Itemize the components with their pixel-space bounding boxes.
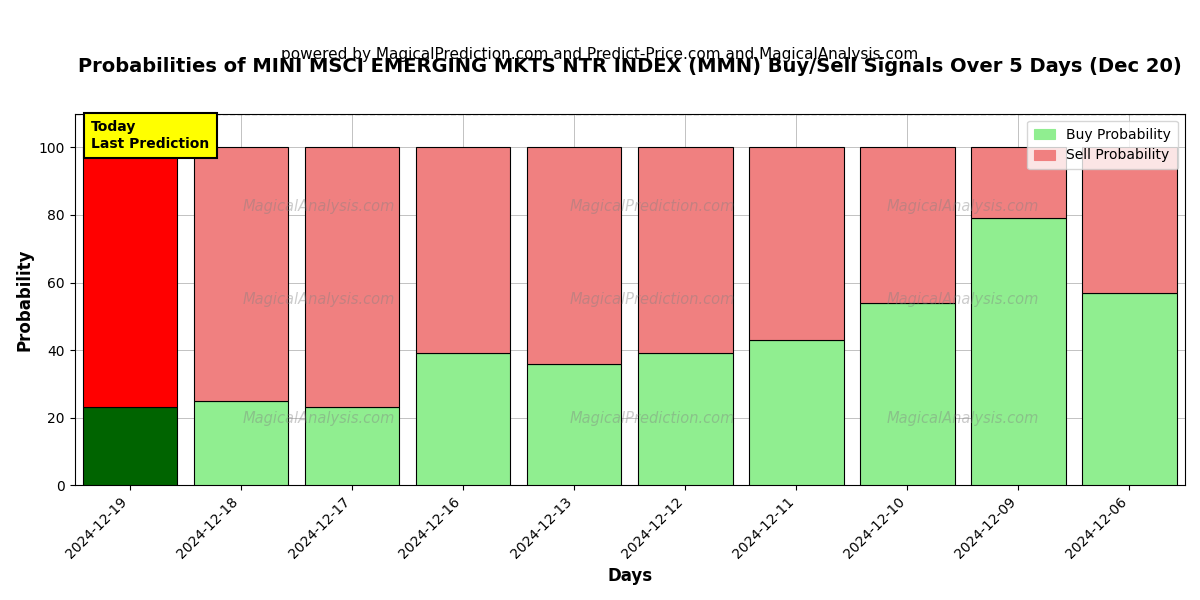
Text: MagicalAnalysis.com: MagicalAnalysis.com (887, 411, 1039, 426)
Title: Probabilities of MINI MSCI EMERGING MKTS NTR INDEX (MMN) Buy/Sell Signals Over 5: Probabilities of MINI MSCI EMERGING MKTS… (78, 57, 1182, 76)
Legend: Buy Probability, Sell Probability: Buy Probability, Sell Probability (1027, 121, 1178, 169)
Bar (860, 148, 955, 303)
Bar (527, 148, 622, 364)
Bar (1082, 148, 1177, 293)
Bar (638, 148, 732, 353)
Y-axis label: Probability: Probability (16, 248, 34, 350)
Bar (860, 303, 955, 485)
Bar (305, 407, 400, 485)
Bar (971, 148, 1066, 218)
X-axis label: Days: Days (607, 567, 653, 585)
Bar (83, 148, 178, 407)
Bar (749, 148, 844, 340)
Text: MagicalAnalysis.com: MagicalAnalysis.com (887, 199, 1039, 214)
Text: MagicalAnalysis.com: MagicalAnalysis.com (242, 411, 395, 426)
Text: MagicalAnalysis.com: MagicalAnalysis.com (242, 292, 395, 307)
Text: MagicalPrediction.com: MagicalPrediction.com (569, 292, 734, 307)
Bar (194, 148, 288, 401)
Text: MagicalPrediction.com: MagicalPrediction.com (569, 411, 734, 426)
Text: MagicalAnalysis.com: MagicalAnalysis.com (242, 199, 395, 214)
Bar (1082, 293, 1177, 485)
Bar (83, 407, 178, 485)
Bar (416, 353, 510, 485)
Bar (638, 353, 732, 485)
Bar (527, 364, 622, 485)
Bar (416, 148, 510, 353)
Bar (971, 218, 1066, 485)
Text: MagicalAnalysis.com: MagicalAnalysis.com (887, 292, 1039, 307)
Text: MagicalPrediction.com: MagicalPrediction.com (569, 199, 734, 214)
Bar (305, 148, 400, 407)
Text: Today
Last Prediction: Today Last Prediction (91, 121, 210, 151)
Text: powered by MagicalPrediction.com and Predict-Price.com and MagicalAnalysis.com: powered by MagicalPrediction.com and Pre… (281, 46, 919, 61)
Bar (749, 340, 844, 485)
Bar (194, 401, 288, 485)
